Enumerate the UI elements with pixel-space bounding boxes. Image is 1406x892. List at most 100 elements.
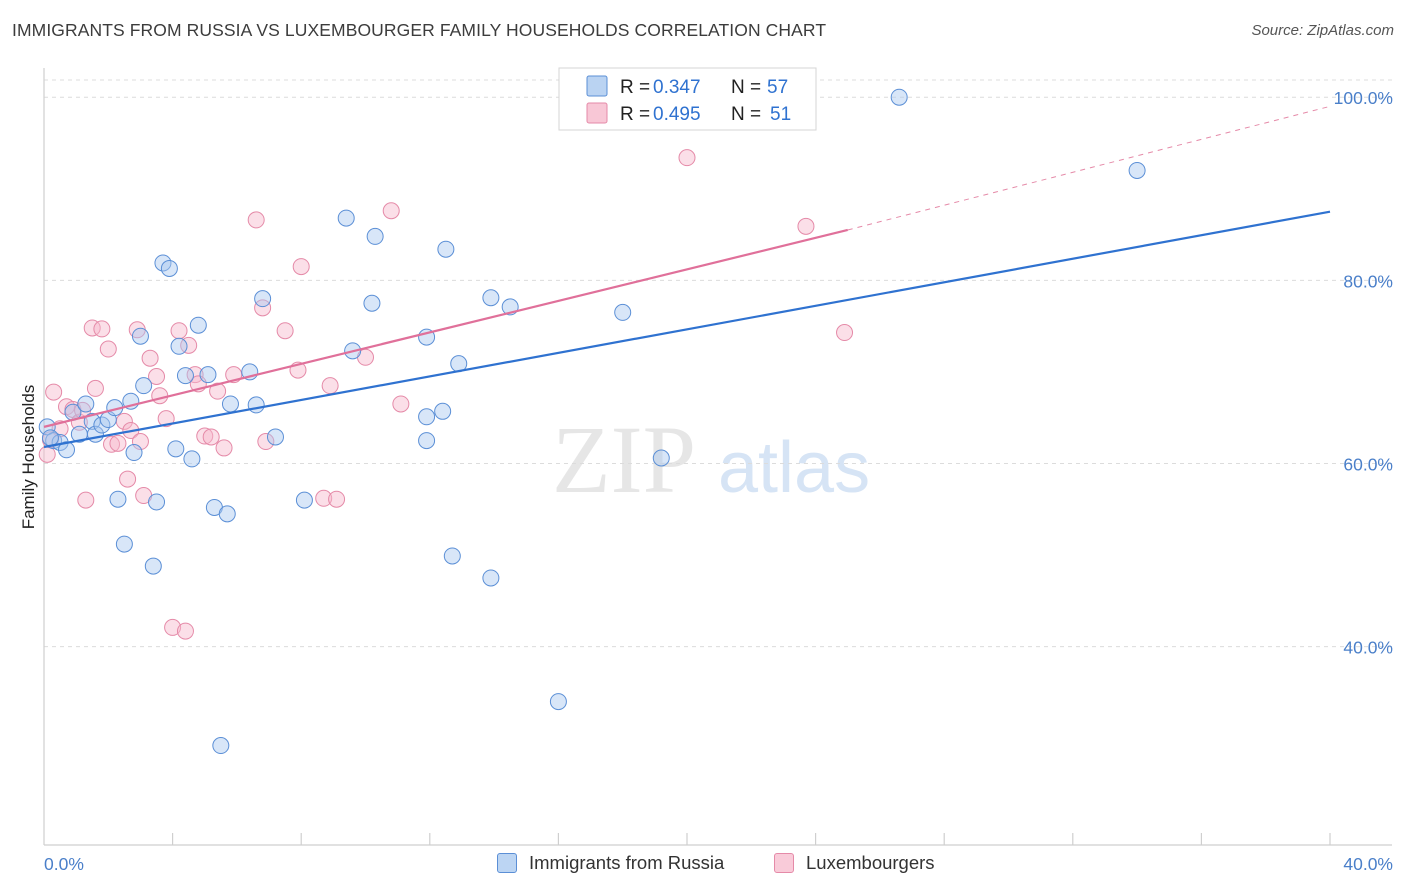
- point-immigrants-48: [482, 289, 500, 307]
- point-luxembourgers-50: [131, 433, 149, 451]
- watermark-zip: ZIP: [552, 406, 696, 513]
- legend-pink-n-value: 51: [770, 104, 791, 125]
- point-luxembourgers-33: [247, 211, 265, 229]
- point-immigrants-26: [189, 316, 207, 334]
- point-immigrants-21: [160, 259, 178, 277]
- legend-label-luxembourgers: Luxembourgers: [806, 852, 935, 873]
- legend-swatch-pink: [586, 102, 608, 124]
- point-immigrants-37: [337, 209, 355, 227]
- point-luxembourgers-40: [321, 377, 339, 395]
- point-luxembourgers-23: [170, 322, 188, 340]
- point-luxembourgers-18: [141, 349, 159, 367]
- point-immigrants-39: [363, 294, 381, 312]
- y-tick-label-1: 60.0%: [1343, 455, 1393, 475]
- point-immigrants-55: [1128, 161, 1146, 179]
- y-axis-label: Family Households: [19, 385, 38, 530]
- trend-extension-luxembourgers: [847, 105, 1331, 231]
- stats-legend: R = 0.347 N = 57 R = 0.495 N = 51: [558, 67, 817, 131]
- legend-blue-r-value: 0.347: [653, 77, 701, 98]
- point-immigrants-30: [218, 505, 236, 523]
- point-luxembourgers-29: [202, 428, 220, 446]
- point-immigrants-17: [135, 377, 153, 395]
- point-luxembourgers-41: [328, 490, 346, 508]
- point-luxembourgers-28: [196, 427, 214, 445]
- legend-pink-r-label: R =: [620, 104, 650, 125]
- series-luxembourgers: [38, 149, 854, 640]
- legend-blue-r-label: R =: [620, 77, 650, 98]
- point-luxembourgers-7: [83, 319, 101, 337]
- point-immigrants-49: [482, 569, 500, 587]
- trend-line-immigrants: [43, 210, 1331, 449]
- point-luxembourgers-36: [276, 322, 294, 340]
- point-luxembourgers-12: [109, 434, 127, 452]
- legend-blue-n-label: N =: [731, 77, 761, 98]
- point-immigrants-22: [167, 440, 185, 458]
- point-immigrants-53: [652, 449, 670, 467]
- series-immigrants-from-russia: [38, 88, 1146, 755]
- watermark-atlas: atlas: [718, 428, 870, 508]
- legend-blue-n-value: 57: [767, 77, 788, 98]
- point-immigrants-56: [41, 429, 59, 447]
- point-luxembourgers-47: [836, 324, 854, 342]
- x-tick-label-1: 40.0%: [1343, 854, 1393, 874]
- point-luxembourgers-6: [77, 491, 95, 509]
- point-luxembourgers-11: [103, 435, 121, 453]
- x-tick-label-0: 0.0%: [44, 854, 84, 874]
- point-immigrants-23: [170, 337, 188, 355]
- point-luxembourgers-25: [180, 336, 198, 354]
- point-luxembourgers-26: [186, 366, 204, 384]
- point-immigrants-34: [254, 290, 272, 308]
- point-luxembourgers-46: [797, 217, 815, 235]
- point-luxembourgers-43: [382, 202, 400, 220]
- point-immigrants-27: [199, 366, 217, 384]
- legend-swatch-immigrants: [497, 853, 517, 873]
- point-immigrants-15: [125, 444, 143, 462]
- point-immigrants-12: [109, 490, 127, 508]
- point-immigrants-6: [77, 395, 95, 413]
- axes: [43, 68, 1392, 846]
- point-luxembourgers-10: [99, 340, 117, 358]
- legend-pink-r-value: 0.495: [653, 104, 701, 125]
- point-luxembourgers-38: [292, 258, 310, 276]
- gridlines: [44, 79, 1392, 648]
- x-tick-marks: [172, 833, 1331, 845]
- point-luxembourgers-9: [93, 320, 111, 338]
- chart-title: IMMIGRANTS FROM RUSSIA VS LUXEMBOURGER F…: [12, 20, 827, 40]
- legend-swatch-blue: [586, 75, 608, 97]
- bottom-legend: Immigrants from Russia Luxembourgers: [0, 852, 1406, 878]
- point-immigrants-42: [418, 432, 436, 450]
- legend-label-immigrants: Immigrants from Russia: [529, 852, 725, 873]
- point-immigrants-52: [614, 303, 632, 321]
- point-luxembourgers-44: [392, 395, 410, 413]
- point-luxembourgers-1: [45, 383, 63, 401]
- point-luxembourgers-30: [209, 382, 227, 400]
- point-immigrants-19: [148, 493, 166, 511]
- point-luxembourgers-45: [678, 149, 696, 167]
- point-luxembourgers-21: [157, 410, 175, 428]
- point-luxembourgers-20: [151, 387, 169, 405]
- legend-item-immigrants-from-russia[interactable]: Immigrants from Russia: [497, 852, 724, 874]
- point-immigrants-46: [443, 547, 461, 565]
- point-immigrants-33: [247, 396, 265, 414]
- point-immigrants-18: [144, 557, 162, 575]
- point-immigrants-3: [58, 441, 76, 459]
- legend-swatch-luxembourgers: [774, 853, 794, 873]
- point-luxembourgers-14: [119, 470, 137, 488]
- point-luxembourgers-19: [148, 368, 166, 386]
- y-tick-label-3: 100.0%: [1334, 88, 1393, 108]
- legend-pink-n-label: N =: [731, 104, 761, 125]
- point-immigrants-54: [890, 88, 908, 106]
- point-immigrants-16: [131, 327, 149, 345]
- point-luxembourgers-22: [164, 618, 182, 636]
- point-immigrants-40: [366, 227, 384, 245]
- legend-item-luxembourgers[interactable]: Luxembourgers: [774, 852, 935, 874]
- point-immigrants-41: [418, 408, 436, 426]
- point-immigrants-13: [115, 535, 133, 553]
- point-immigrants-31: [221, 395, 239, 413]
- point-luxembourgers-39: [315, 489, 333, 507]
- point-immigrants-36: [295, 491, 313, 509]
- trend-line-luxembourgers: [43, 228, 849, 428]
- source-label: Source: ZipAtlas.com: [1251, 22, 1394, 39]
- point-immigrants-44: [434, 402, 452, 420]
